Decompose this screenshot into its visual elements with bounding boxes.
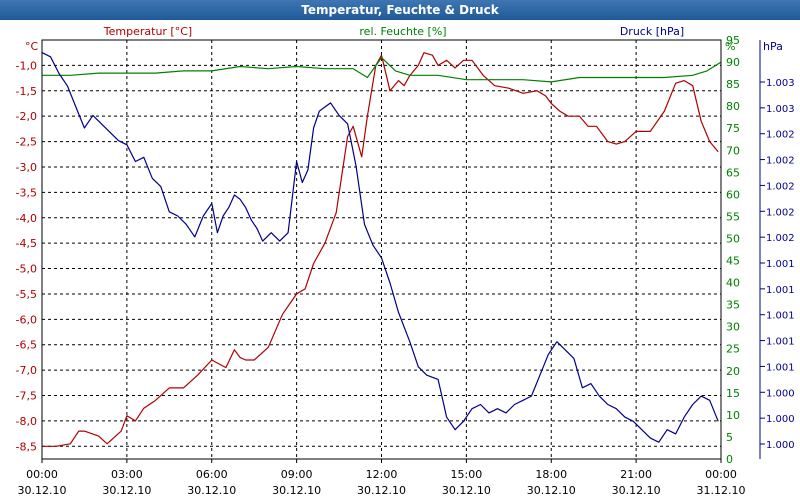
humidity-tick-label: 60 <box>726 188 740 201</box>
temperature-tick-label: -8,5 <box>16 440 37 453</box>
x-tick-time: 03:00 <box>111 468 143 481</box>
pressure-tick-label: 1.002 <box>766 130 795 141</box>
humidity-tick-label: 65 <box>726 166 740 179</box>
temperature-tick-label: -6,0 <box>16 313 37 326</box>
x-tick-time: 15:00 <box>451 468 483 481</box>
temperature-unit: °C <box>25 40 39 53</box>
pressure-tick-label: 1.002 <box>766 181 795 192</box>
pressure-tick-label: 1.001 <box>766 259 795 270</box>
chart: -1,0 -1,5 -2,0 -2,5 -3,0 -3,5 -4,0 -4,5 -5,0 -5,5… <box>0 20 800 500</box>
pressure-tick-label: 1.000 <box>766 440 795 451</box>
humidity-tick-label: 5 <box>726 431 733 444</box>
humidity-tick-label: 45 <box>726 255 740 268</box>
x-tick-time: 09:00 <box>281 468 313 481</box>
humidity-tick-label: 70 <box>726 144 740 157</box>
x-tick-date: 30.12.10 <box>612 484 661 497</box>
plot-frame <box>41 39 765 463</box>
pressure-tick-label: 1.002 <box>766 207 795 218</box>
pressure-axis-title: Druck [hPa] <box>620 25 684 38</box>
humidity-tick-label: 50 <box>726 232 740 245</box>
x-tick-date: 30.12.10 <box>102 484 151 497</box>
pressure-tick-label: 1.002 <box>766 156 795 167</box>
humidity-tick-label: 35 <box>726 299 740 312</box>
humidity-tick-label: 90 <box>726 56 740 69</box>
temperature-line <box>42 52 719 447</box>
x-tick-date: 31.12.10 <box>697 484 746 497</box>
humidity-tick-label: 40 <box>726 277 740 290</box>
humidity-tick-label: 0 <box>726 453 733 466</box>
pressure-tick-label: 1.000 <box>766 414 795 425</box>
humidity-tick-label: 80 <box>726 100 740 113</box>
plot-area-border <box>41 39 722 460</box>
pressure-tick-label: 1.001 <box>766 285 795 296</box>
temperature-tick-label: -2,5 <box>16 136 37 149</box>
pressure-line <box>41 52 719 443</box>
temperature-tick-label: -5,0 <box>16 263 37 276</box>
temperature-tick-label: -8,0 <box>16 415 37 428</box>
temperature-tick-label: -7,5 <box>16 390 37 403</box>
x-tick-time: 18:00 <box>535 468 567 481</box>
x-tick-time: 00:00 <box>26 468 58 481</box>
temperature-tick-label: -2,0 <box>16 110 37 123</box>
humidity-tick-label: 15 <box>726 387 740 400</box>
window-titlebar: Temperatur, Feuchte & Druck <box>0 0 800 21</box>
x-tick-time: 12:00 <box>366 468 398 481</box>
pressure-tick-label: 1.001 <box>766 362 795 373</box>
humidity-tick-label: 10 <box>726 409 740 422</box>
pressure-tick-label: 1.003 <box>766 78 795 89</box>
temperature-tick-label: -3,0 <box>16 161 37 174</box>
x-tick-date: 30.12.10 <box>18 484 67 497</box>
pressure-tick-label: 1.000 <box>766 388 795 399</box>
x-tick-date: 30.12.10 <box>272 484 321 497</box>
temperature-axis-title: Temperatur [°C] <box>103 25 192 38</box>
x-tick-date: 30.12.10 <box>442 484 491 497</box>
humidity-line <box>42 56 722 83</box>
temperature-tick-label: -6,5 <box>16 339 37 352</box>
temperature-tick-label: -1,5 <box>16 85 37 98</box>
axis-labels: -1,0 -1,5 -2,0 -2,5 -3,0 -3,5 -4,0 -4,5 -5,0 -5,5… <box>16 25 795 497</box>
pressure-tick-label: 1.003 <box>766 104 795 115</box>
humidity-unit: % <box>725 40 735 53</box>
x-tick-date: 30.12.10 <box>527 484 576 497</box>
series-layer <box>41 52 722 447</box>
pressure-tick-label: 1.001 <box>766 311 795 322</box>
humidity-tick-label: 85 <box>726 78 740 91</box>
temperature-tick-label: -7,0 <box>16 364 37 377</box>
x-tick-date: 30.12.10 <box>357 484 406 497</box>
temperature-tick-label: -5,5 <box>16 288 37 301</box>
x-tick-time: 00:00 <box>705 468 737 481</box>
pressure-tick-label: 1.001 <box>766 337 795 348</box>
pressure-tick-label: 1.002 <box>766 233 795 244</box>
humidity-tick-label: 20 <box>726 365 740 378</box>
chart-background <box>0 20 800 500</box>
window-title: Temperatur, Feuchte & Druck <box>301 3 499 17</box>
humidity-tick-label: 30 <box>726 321 740 334</box>
humidity-tick-label: 55 <box>726 210 740 223</box>
pressure-unit: hPa <box>763 40 783 53</box>
temperature-tick-label: -4,0 <box>16 212 37 225</box>
humidity-tick-label: 75 <box>726 122 740 135</box>
humidity-axis-title: rel. Feuchte [%] <box>359 25 446 38</box>
humidity-tick-label: 95 <box>726 34 740 47</box>
humidity-tick-label: 25 <box>726 343 740 356</box>
temperature-tick-label: -1,0 <box>16 59 37 72</box>
x-tick-date: 30.12.10 <box>187 484 236 497</box>
temperature-tick-label: -4,5 <box>16 237 37 250</box>
x-tick-time: 21:00 <box>620 468 652 481</box>
temperature-tick-label: -3,5 <box>16 186 37 199</box>
x-tick-time: 06:00 <box>196 468 228 481</box>
